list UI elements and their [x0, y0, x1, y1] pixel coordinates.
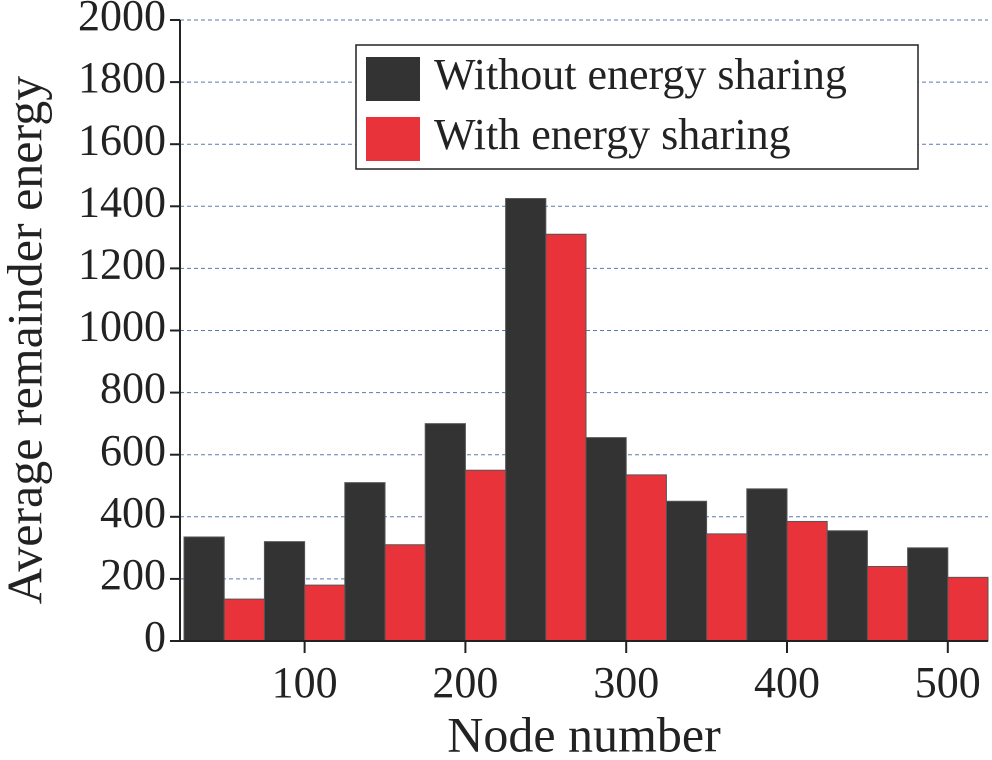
y-axis-label: Average remainder energy [0, 76, 52, 604]
legend-swatch [366, 117, 420, 161]
bar [304, 584, 346, 642]
legend: Without energy sharing With energy sharin… [355, 44, 919, 170]
y-tick-label: 1200 [78, 239, 166, 288]
bar [585, 437, 627, 642]
x-tick-label: 100 [272, 658, 338, 707]
y-tick-label: 400 [100, 488, 166, 537]
legend-box [355, 44, 919, 170]
y-tick-label: 1400 [78, 177, 166, 226]
bar [263, 541, 306, 642]
bar [464, 469, 507, 642]
y-tick-label: 800 [100, 364, 166, 413]
y-tick-label: 1600 [78, 115, 166, 164]
x-tick-label: 500 [915, 658, 981, 707]
bar [866, 565, 909, 642]
y-tick-label: 2000 [78, 0, 166, 40]
bar [786, 520, 828, 642]
bar [223, 598, 265, 642]
x-axis-label: Node number [447, 706, 721, 760]
bar [625, 474, 667, 642]
bar [505, 198, 547, 642]
x-tick-label: 200 [432, 658, 498, 707]
legend-label: With energy sharing [434, 110, 791, 159]
x-tick-label: 300 [593, 658, 659, 707]
y-tick-label: 600 [100, 426, 166, 475]
bar [746, 488, 788, 642]
bar [826, 530, 868, 642]
bar [424, 423, 466, 642]
y-tick-label: 1800 [78, 53, 166, 102]
bar [706, 533, 748, 642]
bar [907, 547, 949, 642]
legend-swatch [366, 57, 420, 101]
legend-label: Without energy sharing [434, 50, 847, 99]
x-tick-label: 400 [754, 658, 820, 707]
y-tick-label: 0 [144, 612, 166, 661]
bar [384, 544, 426, 642]
bar [344, 482, 386, 642]
bar [183, 536, 225, 642]
y-tick-label: 200 [100, 550, 166, 599]
bar [545, 233, 587, 642]
bar [665, 500, 708, 642]
bar [947, 576, 989, 642]
y-tick-label: 1000 [78, 302, 166, 351]
